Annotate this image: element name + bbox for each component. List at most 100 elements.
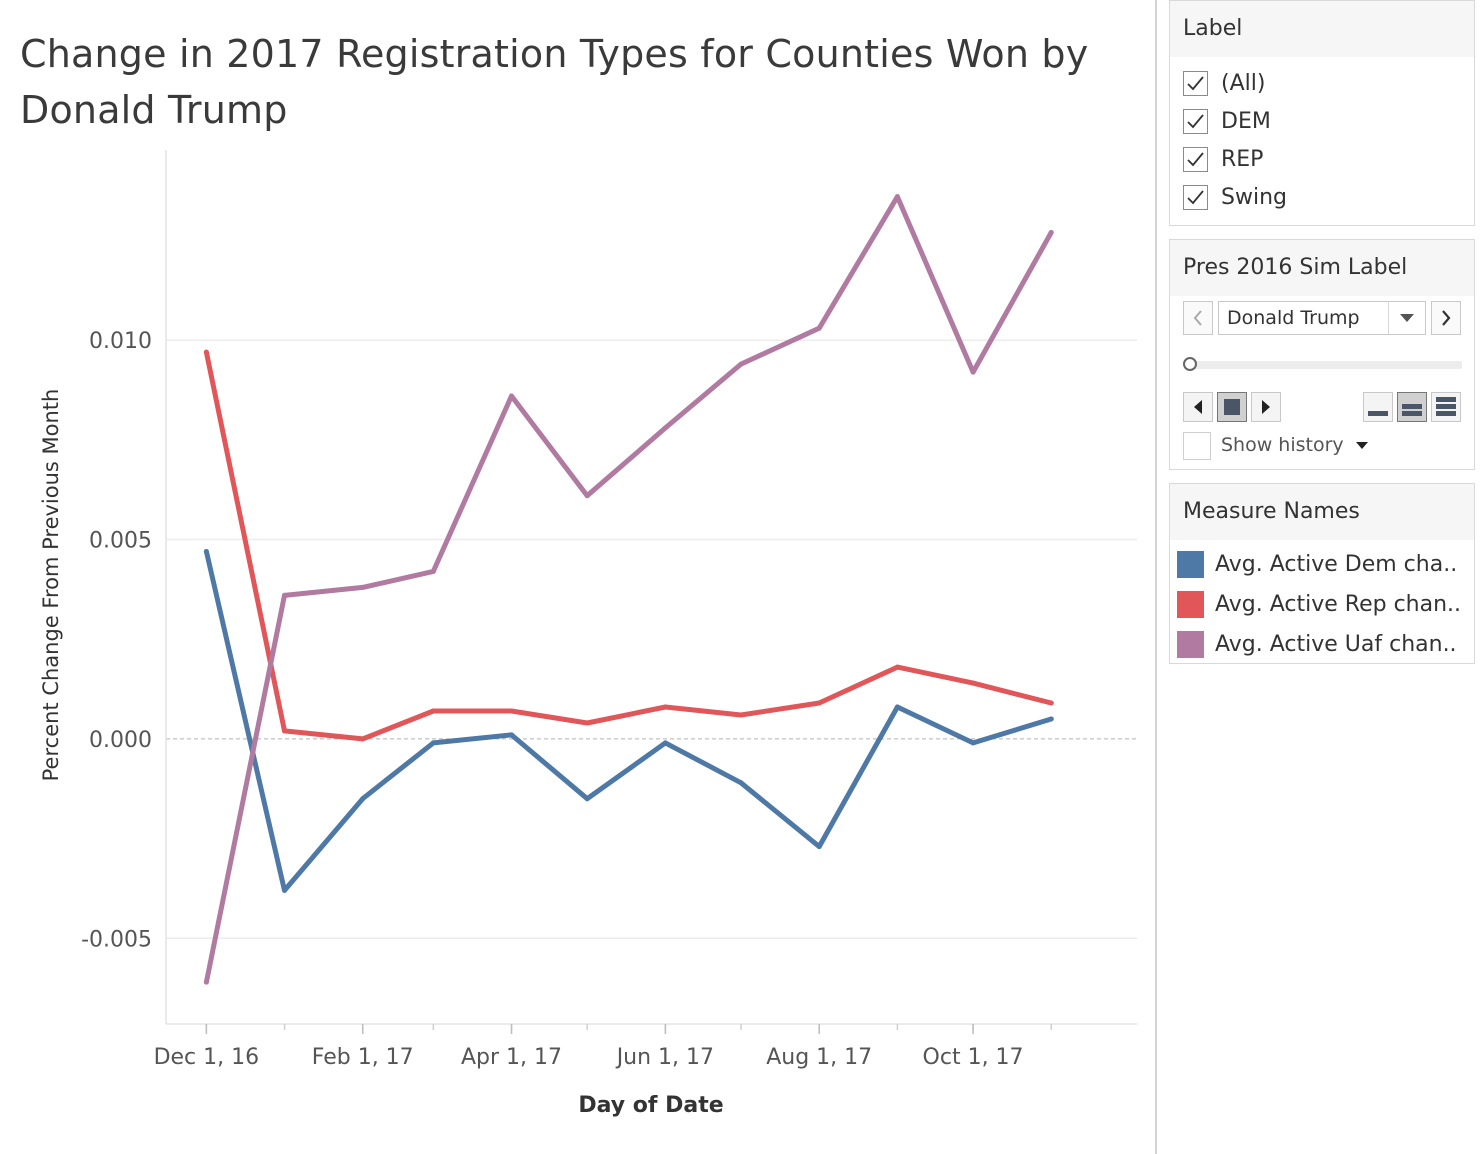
caret-down-icon — [1355, 441, 1368, 449]
filter-option-label: REP — [1221, 146, 1264, 172]
speed-fast-button[interactable] — [1431, 392, 1461, 422]
checkmark-icon — [1187, 189, 1204, 204]
checkbox-all[interactable] — [1183, 70, 1208, 96]
y-tick-label: 0.005 — [89, 529, 152, 554]
data-point-dem — [430, 740, 436, 746]
caret-down-icon — [1400, 313, 1414, 322]
next-page-button[interactable] — [1431, 301, 1461, 335]
data-point-dem — [738, 780, 744, 786]
data-point-dem — [1048, 716, 1054, 722]
page-slider-thumb[interactable] — [1183, 357, 1197, 371]
data-point-uaf — [360, 584, 366, 590]
series-line-uaf — [203, 194, 1054, 985]
step-forward-button[interactable] — [1251, 392, 1281, 422]
data-point-rep — [584, 720, 590, 726]
filter-option-swing[interactable]: Swing — [1170, 178, 1474, 216]
legend-swatch-dem — [1177, 550, 1204, 578]
label-filter-card: Label (All) DEM REP — [1169, 0, 1475, 226]
data-point-uaf — [509, 393, 515, 399]
data-point-rep — [738, 712, 744, 718]
filter-option-label: Swing — [1221, 184, 1287, 210]
data-point-dem — [282, 887, 288, 893]
legend-swatch-rep — [1177, 590, 1204, 618]
pres-sim-select[interactable]: Donald Trump — [1218, 301, 1426, 335]
measure-names-legend-card: Measure Names Avg. Active Dem cha.. Avg.… — [1169, 483, 1475, 664]
x-tick-label: Aug 1, 17 — [766, 1045, 872, 1070]
legend-item-label: Avg. Active Dem cha.. — [1215, 551, 1458, 577]
legend-item-uaf[interactable]: Avg. Active Uaf chan.. — [1170, 624, 1474, 664]
x-tick-label: Oct 1, 17 — [923, 1045, 1024, 1070]
data-point-rep — [509, 708, 515, 714]
data-point-dem — [584, 796, 590, 802]
step-back-icon — [1194, 400, 1202, 414]
data-point-dem — [509, 732, 515, 738]
y-tick-label: -0.005 — [81, 927, 152, 952]
data-point-rep — [282, 728, 288, 734]
y-axis-title: Percent Change From Previous Month — [39, 389, 63, 782]
data-point-rep — [430, 708, 436, 714]
data-point-uaf — [1048, 230, 1054, 236]
checkmark-icon — [1187, 75, 1204, 90]
checkmark-icon — [1187, 113, 1204, 128]
legend-swatch-uaf — [1177, 630, 1204, 658]
data-point-dem — [203, 549, 209, 555]
panel-divider — [1155, 0, 1157, 1154]
x-tick-label: Feb 1, 17 — [312, 1045, 414, 1070]
filter-option-label: (All) — [1221, 70, 1266, 96]
data-point-dem — [816, 844, 822, 850]
prev-page-button[interactable] — [1183, 301, 1213, 335]
step-forward-icon — [1262, 400, 1270, 414]
pres-sim-filter-card: Pres 2016 Sim Label Donald Trump — [1169, 239, 1475, 470]
data-point-rep — [1048, 700, 1054, 706]
filter-option-dem[interactable]: DEM — [1170, 102, 1474, 140]
series-line-rep — [203, 349, 1054, 742]
stop-icon — [1224, 399, 1240, 415]
data-point-uaf — [430, 568, 436, 574]
checkbox-swing[interactable] — [1183, 184, 1208, 210]
x-tick-label: Dec 1, 16 — [154, 1045, 260, 1070]
show-history-checkbox[interactable] — [1183, 432, 1211, 460]
side-panel: Label (All) DEM REP — [1157, 0, 1482, 1154]
chart-area: Change in 2017 Registration Types for Co… — [20, 32, 1137, 1118]
stop-button[interactable] — [1217, 392, 1247, 422]
show-history-label[interactable]: Show history — [1221, 434, 1368, 456]
filter-option-rep[interactable]: REP — [1170, 140, 1474, 178]
chevron-right-icon — [1442, 310, 1451, 326]
show-history-text: Show history — [1221, 434, 1344, 456]
legend-item-rep[interactable]: Avg. Active Rep chan.. — [1170, 584, 1474, 624]
legend-item-dem[interactable]: Avg. Active Dem cha.. — [1170, 544, 1474, 584]
checkmark-icon — [1187, 151, 1204, 166]
legend-title: Measure Names — [1170, 484, 1474, 540]
page-slider-track[interactable] — [1190, 361, 1462, 369]
data-point-dem — [662, 740, 668, 746]
speed-slow-button[interactable] — [1363, 392, 1393, 422]
data-point-uaf — [970, 369, 976, 375]
data-point-rep — [360, 736, 366, 742]
label-filter-title: Label — [1170, 1, 1474, 57]
chevron-left-icon — [1193, 310, 1202, 326]
legend-item-label: Avg. Active Rep chan.. — [1215, 591, 1462, 617]
dropdown-toggle[interactable] — [1388, 302, 1425, 334]
x-tick-label: Jun 1, 17 — [615, 1045, 714, 1070]
data-point-rep — [816, 700, 822, 706]
pres-sim-filter-title: Pres 2016 Sim Label — [1170, 240, 1474, 296]
legend-item-label: Avg. Active Uaf chan.. — [1215, 631, 1457, 657]
data-point-dem — [360, 796, 366, 802]
checkbox-rep[interactable] — [1183, 146, 1208, 172]
y-tick-label: 0.000 — [89, 728, 152, 753]
data-point-dem — [894, 704, 900, 710]
speed-slow-icon — [1368, 411, 1388, 416]
data-point-uaf — [894, 194, 900, 200]
speed-fast-icon — [1436, 397, 1456, 416]
speed-medium-button[interactable] — [1397, 392, 1427, 422]
line-chart: -0.005 0.000 0.005 0.010 Dec 1, 16 Feb 1, 17 A… — [39, 150, 1137, 1118]
data-point-uaf — [816, 325, 822, 331]
data-point-uaf — [738, 361, 744, 367]
data-point-uaf — [282, 592, 288, 598]
step-back-button[interactable] — [1183, 392, 1213, 422]
filter-option-all[interactable]: (All) — [1170, 64, 1474, 102]
checkbox-dem[interactable] — [1183, 108, 1208, 134]
series-line-dem — [203, 549, 1054, 893]
speed-medium-icon — [1402, 404, 1422, 416]
data-point-uaf — [584, 493, 590, 499]
